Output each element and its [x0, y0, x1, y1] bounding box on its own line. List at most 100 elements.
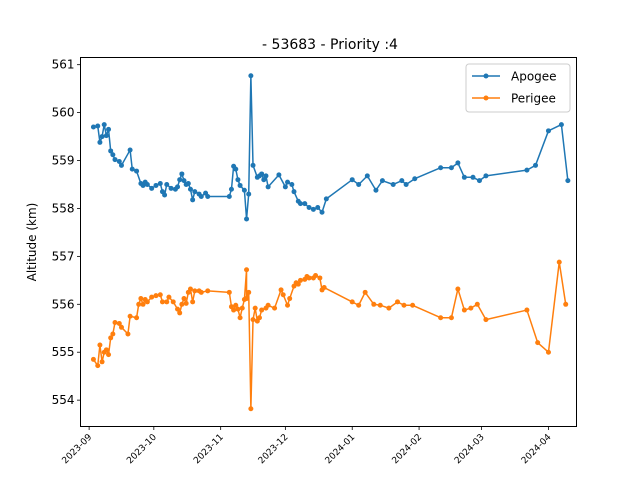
perigee-point [190, 299, 196, 305]
perigee-point [455, 286, 461, 292]
apogee-point [108, 148, 114, 154]
perigee-point [556, 259, 562, 265]
x-tick-label: 2023-09 [61, 432, 95, 466]
perigee-point [252, 305, 258, 311]
perigee-point [127, 313, 133, 319]
perigee-point [144, 299, 150, 305]
y-tick-label: 557 [52, 249, 75, 263]
perigee-point [198, 289, 204, 295]
perigee-point [483, 317, 489, 323]
perigee-point [108, 335, 114, 341]
apogee-point [276, 172, 282, 178]
perigee-point [377, 302, 383, 308]
perigee-point [244, 296, 250, 302]
apogee-point [185, 181, 191, 187]
perigee-point [297, 277, 303, 283]
perigee-point [136, 301, 142, 307]
y-tick-label: 559 [52, 154, 75, 168]
perigee-point [95, 363, 101, 369]
perigee-point [205, 288, 211, 294]
apogee-point [192, 189, 198, 195]
perigee-point [157, 292, 163, 298]
apogee-point [162, 192, 168, 198]
perigee-point [317, 275, 323, 281]
apogee-point [237, 182, 243, 188]
perigee-point [371, 301, 377, 307]
y-tick-label: 554 [52, 393, 75, 407]
apogee-point [177, 177, 183, 183]
perigee-point [280, 292, 286, 298]
apogee-point [545, 128, 551, 134]
perigee-point [233, 302, 239, 308]
x-tick-label: 2023-10 [125, 432, 159, 466]
apogee-point [244, 216, 250, 222]
perigee-point [179, 301, 185, 307]
apogee-point [116, 158, 122, 164]
y-tick-label: 560 [52, 106, 75, 120]
perigee-point [118, 324, 124, 330]
apogee-point [134, 168, 140, 174]
apogee-point [259, 171, 265, 177]
perigee-point [395, 299, 401, 305]
apogee-point [246, 191, 252, 197]
apogee-point [106, 126, 112, 132]
apogee-point [190, 197, 196, 203]
perigee-point [99, 359, 105, 365]
perigee-point [125, 331, 131, 337]
apogee-point [110, 152, 116, 158]
perigee-point [474, 301, 480, 307]
perigee-point [545, 349, 551, 355]
perigee-point [231, 307, 237, 313]
apogee-point [470, 174, 476, 180]
legend-label-perigee: Perigee [511, 92, 556, 106]
apogee-point [356, 181, 362, 187]
perigee-point [244, 267, 250, 273]
apogee-point [228, 186, 234, 192]
apogee-point [187, 186, 193, 192]
perigee-point [259, 307, 265, 313]
chart-title: - 53683 - Priority :4 [262, 37, 398, 53]
perigee-point [524, 307, 530, 313]
perigee-point [226, 289, 232, 295]
apogee-point [103, 133, 109, 139]
apogee-point [483, 173, 489, 179]
apogee-point [524, 167, 530, 173]
apogee-point [565, 178, 571, 184]
perigee-point [410, 302, 416, 308]
perigee-point [116, 320, 122, 326]
perigee-point [250, 317, 256, 323]
apogee-point [153, 182, 159, 188]
perigee-point [272, 305, 278, 311]
apogee-point [403, 181, 409, 187]
legend-marker-perigee [483, 95, 489, 101]
perigee-point [362, 289, 368, 295]
plot-frame [80, 57, 577, 427]
apogee-point [306, 205, 312, 210]
perigee-point [448, 315, 454, 321]
perigee-point [106, 352, 112, 358]
apogee-point [297, 201, 303, 207]
perigee-point [166, 294, 172, 300]
apogee-point [95, 123, 101, 129]
apogee-point [285, 179, 291, 185]
apogee-point [235, 177, 241, 183]
perigee-point [265, 302, 271, 308]
apogee-point [118, 162, 124, 168]
perigee-point [183, 300, 189, 306]
y-tick-label: 556 [52, 297, 75, 311]
apogee-point [291, 189, 297, 195]
apogee-point [164, 181, 170, 187]
apogee-point [438, 165, 444, 171]
legend-label-apogee: Apogee [511, 70, 557, 84]
apogee-point [205, 193, 211, 199]
apogee-point [97, 139, 103, 145]
apogee-point [226, 193, 232, 199]
perigee-point [468, 305, 474, 311]
apogee-point [558, 122, 564, 128]
perigee-series [90, 259, 569, 412]
perigee-point [321, 285, 327, 291]
apogee-point [263, 173, 269, 179]
perigee-point [138, 296, 144, 302]
perigee-point [237, 315, 243, 321]
apogee-point [310, 206, 316, 212]
